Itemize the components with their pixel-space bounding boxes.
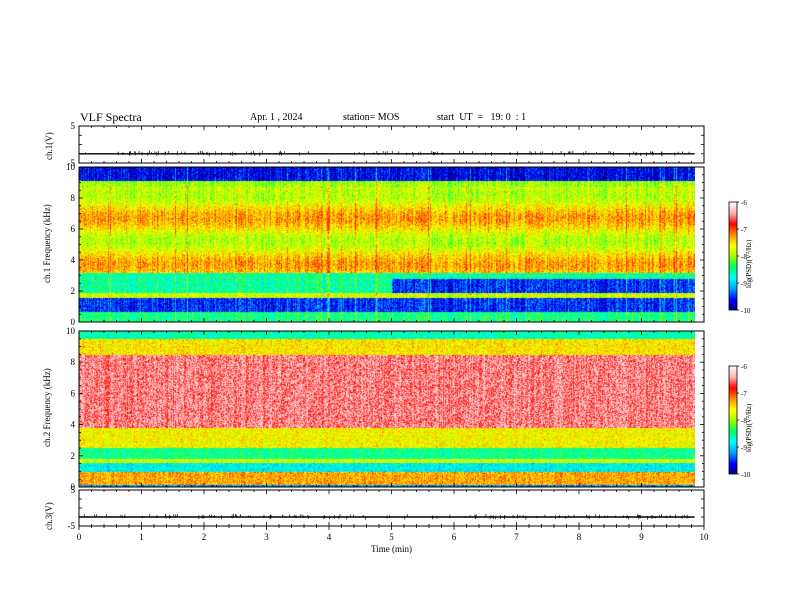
ch1-colorbar <box>729 202 737 310</box>
x-tick-label: 8 <box>577 532 582 542</box>
ch2-colorbar-tick-label: -7 <box>741 390 747 398</box>
ch2-colorbar-tick-label: -8 <box>741 417 747 425</box>
date-label: Apr. 1 , 2024 <box>250 112 303 123</box>
x-tick-label: 10 <box>700 532 710 542</box>
ch2-colorbar-tick-label: -9 <box>741 444 747 452</box>
ch3-waveform-spikes <box>83 514 688 520</box>
panel-frame-1 <box>78 125 705 164</box>
ch1-colorbar-tick-label: -8 <box>741 253 747 261</box>
ch2-colorbar-tick-label: -10 <box>741 471 751 479</box>
ch1-colorbar-tick-label: -6 <box>741 199 747 207</box>
ch1-y-tick-label: 4 <box>71 255 76 265</box>
ch1-voltage-axis-label: ch.1(V) <box>44 132 54 160</box>
chart-title: VLF Spectra <box>80 110 142 124</box>
ch3-y-tick-label: 5 <box>71 485 76 495</box>
ch1-y-tick-label: 6 <box>71 224 76 234</box>
x-tick-label: 6 <box>452 532 457 542</box>
x-tick-label: 3 <box>264 532 269 542</box>
start-time-label: start UT = 19: 0 : 1 <box>437 112 527 123</box>
x-tick-label: 2 <box>202 532 207 542</box>
ch2-y-tick-label: 6 <box>71 388 76 398</box>
x-tick-label: 1 <box>139 532 144 542</box>
ch1-waveform-spikes <box>85 150 690 157</box>
ch1-y-tick-label: 2 <box>71 286 76 296</box>
ch2-y-tick-label: 10 <box>66 326 76 336</box>
ch1-y-tick-label: 0 <box>71 317 76 327</box>
ch1-frequency-axis-label: ch.1 Frequency (kHz) <box>42 204 52 283</box>
ch2-y-tick-label: 0 <box>71 482 76 492</box>
ch1-y-tick-label: -5 <box>68 158 76 168</box>
x-tick-label: 0 <box>77 532 82 542</box>
ch1-colorbar-tick-label: -9 <box>741 280 747 288</box>
x-tick-label: 5 <box>389 532 394 542</box>
x-axis-label: Time (min) <box>371 544 412 554</box>
panel-frame-4 <box>78 489 705 527</box>
ch3-voltage-axis-label: ch.3(V) <box>44 502 54 530</box>
ch1-colorbar-tick-label: -10 <box>741 307 751 315</box>
x-tick-label: 7 <box>514 532 519 542</box>
ch2-spectrogram-image <box>79 331 695 487</box>
x-tick-label: 4 <box>327 532 332 542</box>
ch2-y-tick-label: 4 <box>71 420 76 430</box>
x-tick-label: 9 <box>639 532 644 542</box>
ch2-colorbar-label: log(PSD)(V²/Hz) <box>745 403 753 452</box>
ch1-colorbar-tick-label: -7 <box>741 226 747 234</box>
station-label: station= MOS <box>343 112 400 123</box>
ch2-y-tick-label: 8 <box>71 357 76 367</box>
ch1-y-tick-label: 5 <box>71 121 76 131</box>
ch3-y-tick-label: -5 <box>68 521 76 531</box>
ch2-colorbar <box>729 366 737 474</box>
ch1-colorbar-label: log(PSD)(V²/Hz) <box>745 239 753 288</box>
ch2-frequency-axis-label: ch.2 Frequency (kHz) <box>42 368 52 447</box>
ch2-colorbar-tick-label: -6 <box>741 363 747 371</box>
ch1-spectrogram-image <box>79 167 695 322</box>
ch2-y-tick-label: 2 <box>71 451 76 461</box>
ch1-y-tick-label: 10 <box>66 162 76 172</box>
ch1-y-tick-label: 8 <box>71 193 76 203</box>
